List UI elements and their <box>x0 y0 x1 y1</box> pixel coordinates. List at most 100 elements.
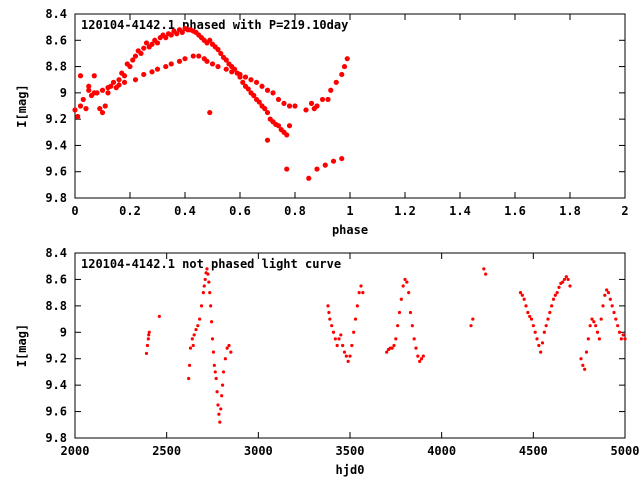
data-point <box>601 304 605 308</box>
data-point <box>72 107 78 113</box>
data-point <box>132 53 139 59</box>
x-tick-label: 0.2 <box>119 204 141 218</box>
data-point <box>264 87 271 93</box>
plot-frame <box>74 252 626 439</box>
data-point <box>361 291 365 295</box>
data-point <box>205 267 209 271</box>
data-point <box>80 96 86 103</box>
data-point <box>410 324 414 328</box>
data-point <box>199 304 204 308</box>
data-point <box>145 343 150 348</box>
data-point <box>110 79 117 85</box>
data-point <box>213 370 217 374</box>
data-point <box>533 330 537 334</box>
data-point <box>207 280 211 284</box>
y-tick-label: 8.4 <box>45 246 67 260</box>
data-point <box>149 41 155 47</box>
data-point <box>319 96 326 103</box>
y-tick-label: 8.8 <box>45 60 67 74</box>
data-point <box>590 317 594 321</box>
data-point <box>194 328 198 332</box>
data-point <box>188 346 193 350</box>
data-point <box>218 420 222 424</box>
plot-title: 120104-4142.1 not phased light curve <box>81 257 341 271</box>
data-point <box>143 40 150 46</box>
y-tick-label: 8.6 <box>45 33 67 47</box>
data-point <box>610 304 614 308</box>
data-point <box>599 317 603 321</box>
data-point <box>566 277 570 282</box>
data-point <box>412 337 416 341</box>
data-point <box>251 92 257 99</box>
data-point <box>421 354 425 358</box>
y-axis-label: I[mag] <box>15 84 29 127</box>
data-point <box>215 63 221 70</box>
data-point <box>229 350 233 354</box>
x-tick-label: 0.8 <box>284 204 306 218</box>
data-point <box>154 66 161 72</box>
y-tick-label: 9.8 <box>45 191 67 205</box>
data-point <box>218 50 224 57</box>
data-point <box>396 324 400 328</box>
data-point <box>223 57 229 63</box>
data-point <box>346 359 350 363</box>
data-point <box>616 324 620 328</box>
data-point <box>529 317 534 321</box>
data-point <box>416 354 420 358</box>
data-point <box>206 272 210 276</box>
data-point <box>557 285 561 289</box>
data-point <box>579 357 583 361</box>
data-point <box>484 272 488 276</box>
data-point <box>207 37 213 43</box>
data-point <box>208 291 212 295</box>
data-point <box>187 376 191 381</box>
y-tick-label: 9.6 <box>45 405 67 419</box>
data-point <box>303 107 309 113</box>
data-point <box>619 337 623 341</box>
data-point <box>399 297 403 301</box>
data-point <box>221 370 226 374</box>
data-point <box>212 363 216 367</box>
y-tick-label: 9 <box>60 86 67 100</box>
data-point <box>147 330 151 334</box>
data-point <box>612 310 616 315</box>
data-point <box>105 90 111 96</box>
data-point <box>219 407 223 411</box>
data-point <box>535 337 539 341</box>
data-point <box>357 291 361 295</box>
data-point <box>606 291 611 295</box>
data-point <box>561 280 565 284</box>
data-point <box>77 73 84 79</box>
data-point <box>196 324 200 328</box>
data-point <box>75 113 81 120</box>
y-tick-label: 9 <box>60 325 67 339</box>
data-point <box>149 69 155 75</box>
y-tick-label: 9.2 <box>45 352 67 366</box>
data-point <box>597 337 601 341</box>
data-point <box>264 137 271 143</box>
plot-title: 120104-4142.1 phased with P=219.10day <box>81 18 348 32</box>
data-point <box>130 57 136 63</box>
data-point <box>209 304 213 308</box>
data-point <box>168 61 174 67</box>
x-tick-label: 2500 <box>152 444 181 458</box>
data-point <box>568 284 572 288</box>
data-point <box>176 58 183 64</box>
data-point <box>583 367 587 371</box>
data-point <box>564 275 568 279</box>
data-point <box>344 56 350 62</box>
data-point <box>414 346 418 350</box>
x-tick-label: 1.2 <box>394 204 416 218</box>
data-point <box>469 324 473 328</box>
y-tick-label: 9.4 <box>45 138 67 152</box>
data-point <box>595 330 600 334</box>
data-point <box>330 324 334 328</box>
data-point <box>314 166 320 172</box>
x-tick-label: 3000 <box>244 444 273 458</box>
data-point <box>286 103 293 109</box>
data-point <box>215 46 221 53</box>
data-point <box>275 96 282 103</box>
data-point <box>121 79 128 85</box>
data-point <box>355 304 359 308</box>
data-point <box>326 304 330 308</box>
